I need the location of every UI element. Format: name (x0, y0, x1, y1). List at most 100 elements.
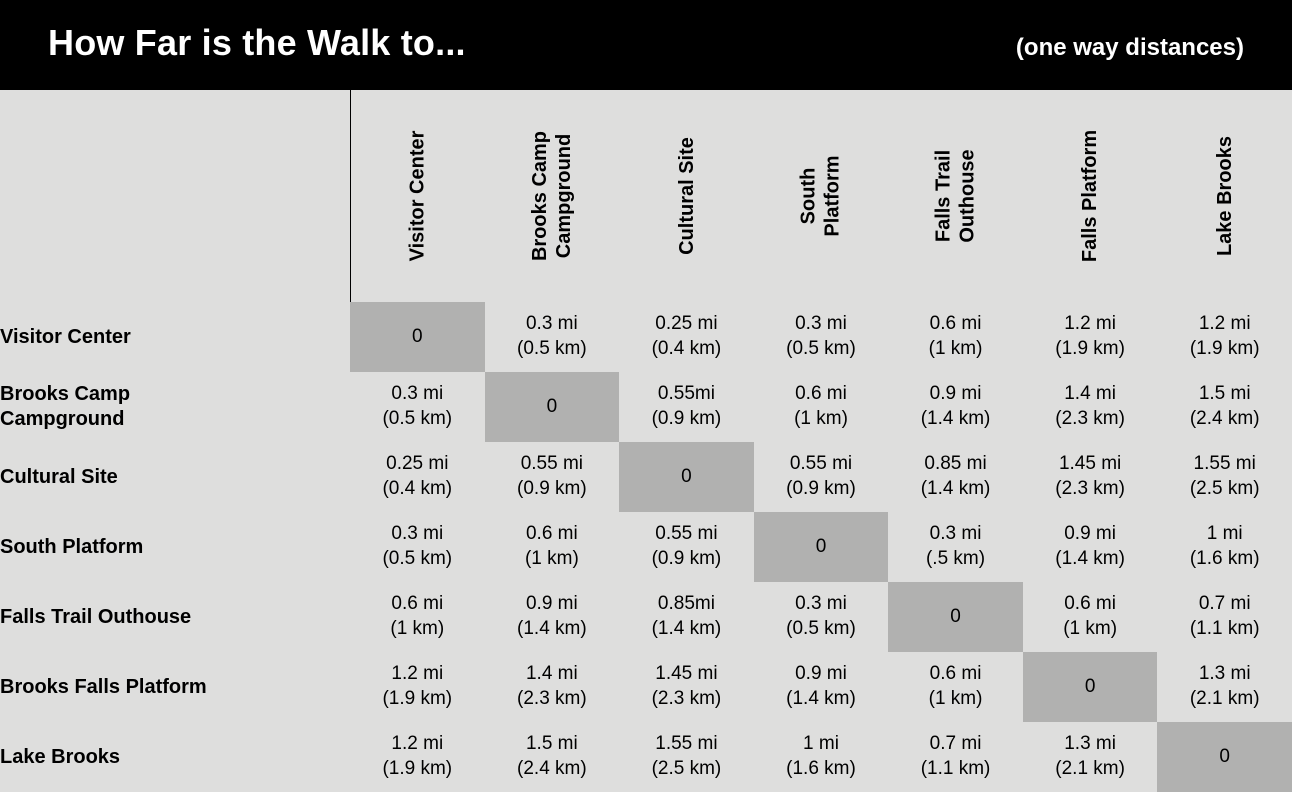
distance-km: (1.4 km) (619, 617, 754, 642)
distance-cell: 1.45 mi(2.3 km) (1023, 442, 1158, 512)
column-header-label: Cultural Site (674, 137, 698, 255)
distance-miles: 1.2 mi (350, 732, 485, 757)
distance-km: (1.4 km) (888, 407, 1023, 432)
column-header: Falls Platform (1023, 90, 1158, 302)
distance-cell: 0.3 mi(0.5 km) (485, 302, 620, 372)
distance-km: (0.9 km) (619, 547, 754, 572)
distance-cell: 1.2 mi(1.9 km) (1023, 302, 1158, 372)
distance-km: (2.3 km) (619, 687, 754, 712)
distance-cell: 0.7 mi(1.1 km) (888, 722, 1023, 792)
distance-km: (1 km) (485, 547, 620, 572)
distance-cell-self: 0 (1157, 722, 1292, 792)
distance-cell-self: 0 (1023, 652, 1158, 722)
distance-km: (1 km) (754, 407, 889, 432)
distance-km: (0.9 km) (619, 407, 754, 432)
table-body: Visitor Center00.3 mi(0.5 km)0.25 mi(0.4… (0, 302, 1292, 792)
distance-km: (0.5 km) (754, 337, 889, 362)
distance-km: (2.3 km) (1023, 407, 1158, 432)
distance-miles: 0.55 mi (754, 452, 889, 477)
distance-cell: 0.3 mi(0.5 km) (754, 302, 889, 372)
distance-miles: 1.55 mi (619, 732, 754, 757)
distance-km: (1.4 km) (754, 687, 889, 712)
distance-miles: 1.4 mi (1023, 382, 1158, 407)
distance-miles: 1 mi (1157, 522, 1292, 547)
distance-km: (1.9 km) (1023, 337, 1158, 362)
distance-cell: 0.9 mi(1.4 km) (1023, 512, 1158, 582)
distance-km: (2.3 km) (485, 687, 620, 712)
distance-cell: 1.55 mi(2.5 km) (1157, 442, 1292, 512)
distance-miles: 0.25 mi (619, 312, 754, 337)
distance-cell: 0.6 mi(1 km) (888, 302, 1023, 372)
corner-cell (0, 90, 350, 302)
distance-cell: 0.6 mi(1 km) (754, 372, 889, 442)
distance-miles: 0.3 mi (754, 592, 889, 617)
distance-miles: 1.3 mi (1157, 662, 1292, 687)
distance-miles: 1.2 mi (1157, 312, 1292, 337)
row-header: Cultural Site (0, 442, 350, 512)
distance-miles: 0.55 mi (619, 522, 754, 547)
distance-km: (2.4 km) (485, 757, 620, 782)
distance-cell: 1.2 mi(1.9 km) (350, 652, 485, 722)
distance-miles: 0.7 mi (1157, 592, 1292, 617)
distance-km: (2.5 km) (1157, 477, 1292, 502)
distance-miles: 0.6 mi (485, 522, 620, 547)
distance-cell: 0.7 mi(1.1 km) (1157, 582, 1292, 652)
distance-km: (1.6 km) (1157, 547, 1292, 572)
distance-km: (2.5 km) (619, 757, 754, 782)
distance-km: (1.1 km) (1157, 617, 1292, 642)
column-header-label: Falls TrailOuthouse (932, 149, 980, 242)
distance-miles: 1.55 mi (1157, 452, 1292, 477)
row-header: Brooks Falls Platform (0, 652, 350, 722)
distance-miles: 0.3 mi (888, 522, 1023, 547)
table-row: South Platform 0.3 mi (0.5 km)0.6 mi(1 km)… (0, 512, 1292, 582)
distance-cell: 1.4 mi(2.3 km) (1023, 372, 1158, 442)
table-row: Cultural Site0.25 mi(0.4 km)0.55 mi(0.9 … (0, 442, 1292, 512)
distance-cell: 1.2 mi(1.9 km) (350, 722, 485, 792)
distance-km: (0.4 km) (350, 477, 485, 502)
distance-cell: 0.6 mi(1 km) (1023, 582, 1158, 652)
distance-cell: 0.55 mi(0.9 km) (485, 442, 620, 512)
distance-km: (.5 km) (888, 547, 1023, 572)
distance-cell: 0.55 mi(0.9 km) (754, 442, 889, 512)
distance-miles: 0.6 mi (888, 662, 1023, 687)
distance-miles: 0.3 mi (350, 382, 485, 407)
distance-miles: 0.85mi (619, 592, 754, 617)
distance-cell: 0.55mi(0.9 km) (619, 372, 754, 442)
page-subtitle: (one way distances) (1016, 34, 1244, 62)
distance-cell: 1.55 mi(2.5 km) (619, 722, 754, 792)
distance-cell: 0.9 mi(1.4 km) (754, 652, 889, 722)
distance-miles: 0.9 mi (485, 592, 620, 617)
distance-miles: 0.6 mi (1023, 592, 1158, 617)
row-header: Falls Trail Outhouse (0, 582, 350, 652)
column-header: SouthPlatform (754, 90, 889, 302)
distance-km: (2.1 km) (1023, 757, 1158, 782)
distance-miles: 1.3 mi (1023, 732, 1158, 757)
distance-km: (1.9 km) (1157, 337, 1292, 362)
row-header: Visitor Center (0, 302, 350, 372)
distance-cell: 1 mi(1.6 km) (1157, 512, 1292, 582)
distance-km: (1.4 km) (485, 617, 620, 642)
distance-km: (0.5 km) (350, 547, 485, 572)
distance-miles: 1.5 mi (485, 732, 620, 757)
distance-miles: 0.3 mi (485, 312, 620, 337)
distance-miles: 1.45 mi (1023, 452, 1158, 477)
column-header: Falls TrailOuthouse (888, 90, 1023, 302)
distance-miles: 0.9 mi (888, 382, 1023, 407)
distance-km: (1.9 km) (350, 687, 485, 712)
distance-cell: 1 mi(1.6 km) (754, 722, 889, 792)
distance-cell: 0.6 mi(1 km) (485, 512, 620, 582)
distance-km: (0.9 km) (754, 477, 889, 502)
distance-km: (0.9 km) (485, 477, 620, 502)
distance-miles: 1 mi (754, 732, 889, 757)
distance-cell: 0.85mi(1.4 km) (619, 582, 754, 652)
row-header: South Platform (0, 512, 350, 582)
distance-cell-self: 0 (619, 442, 754, 512)
table-row: Lake Brooks1.2 mi(1.9 km)1.5 mi(2.4 km)1… (0, 722, 1292, 792)
distance-cell: 1.4 mi(2.3 km) (485, 652, 620, 722)
distance-miles: 0.85 mi (888, 452, 1023, 477)
distance-cell: 0.3 mi(0.5 km) (350, 372, 485, 442)
distance-miles: 0.6 mi (888, 312, 1023, 337)
distance-km: (0.4 km) (619, 337, 754, 362)
distance-km: (2.3 km) (1023, 477, 1158, 502)
distance-miles: 0.3 mi (754, 312, 889, 337)
